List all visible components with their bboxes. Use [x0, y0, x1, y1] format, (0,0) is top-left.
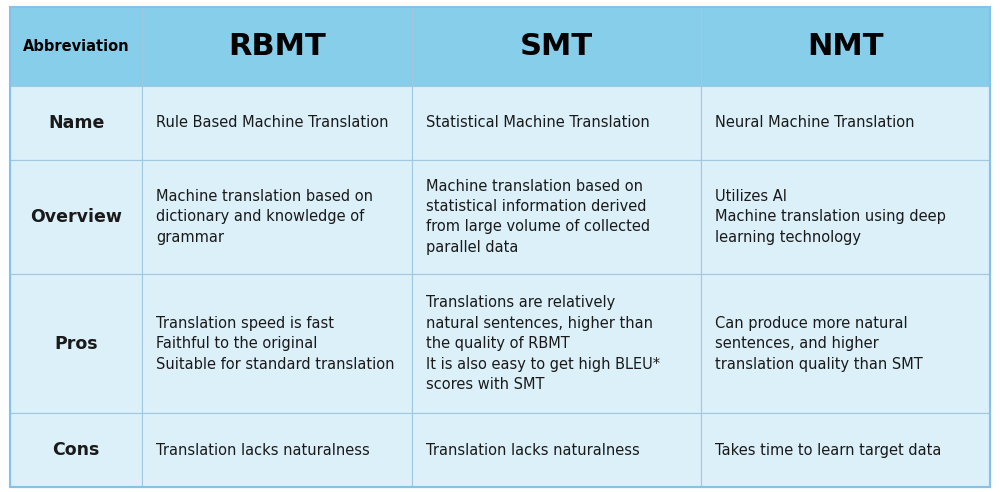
Bar — [142, 413, 412, 487]
Bar — [412, 86, 701, 160]
Bar — [701, 160, 990, 274]
Text: Statistical Machine Translation: Statistical Machine Translation — [426, 115, 650, 130]
Text: Machine translation based on
dictionary and knowledge of
grammar: Machine translation based on dictionary … — [156, 189, 373, 245]
Text: Translations are relatively
natural sentences, higher than
the quality of RBMT
I: Translations are relatively natural sent… — [426, 295, 660, 392]
Bar — [412, 413, 701, 487]
Bar — [142, 86, 412, 160]
Bar — [701, 274, 990, 413]
Bar — [701, 413, 990, 487]
Text: Pros: Pros — [54, 335, 98, 353]
Text: Overview: Overview — [30, 208, 122, 226]
Text: Rule Based Machine Translation: Rule Based Machine Translation — [156, 115, 389, 130]
Text: SMT: SMT — [520, 32, 593, 61]
Text: Neural Machine Translation: Neural Machine Translation — [715, 115, 914, 130]
Text: Translation lacks naturalness: Translation lacks naturalness — [156, 443, 370, 458]
Text: RBMT: RBMT — [228, 32, 326, 61]
Bar — [10, 274, 142, 413]
Text: NMT: NMT — [807, 32, 884, 61]
Bar — [142, 7, 412, 86]
Bar — [10, 7, 142, 86]
Text: Cons: Cons — [52, 441, 100, 459]
Bar — [10, 413, 142, 487]
Bar — [10, 86, 142, 160]
Text: Can produce more natural
sentences, and higher
translation quality than SMT: Can produce more natural sentences, and … — [715, 316, 923, 371]
Text: Abbreviation: Abbreviation — [23, 39, 129, 54]
Bar — [142, 160, 412, 274]
Text: Utilizes AI
Machine translation using deep
learning technology: Utilizes AI Machine translation using de… — [715, 189, 946, 245]
Text: Machine translation based on
statistical information derived
from large volume o: Machine translation based on statistical… — [426, 179, 650, 255]
Bar — [142, 274, 412, 413]
Bar — [701, 86, 990, 160]
Bar — [412, 274, 701, 413]
Bar — [701, 7, 990, 86]
Bar — [412, 7, 701, 86]
Text: Translation speed is fast
Faithful to the original
Suitable for standard transla: Translation speed is fast Faithful to th… — [156, 316, 395, 371]
Text: Takes time to learn target data: Takes time to learn target data — [715, 443, 941, 458]
Bar — [10, 160, 142, 274]
Text: Translation lacks naturalness: Translation lacks naturalness — [426, 443, 640, 458]
Text: Name: Name — [48, 114, 104, 132]
Bar — [412, 160, 701, 274]
